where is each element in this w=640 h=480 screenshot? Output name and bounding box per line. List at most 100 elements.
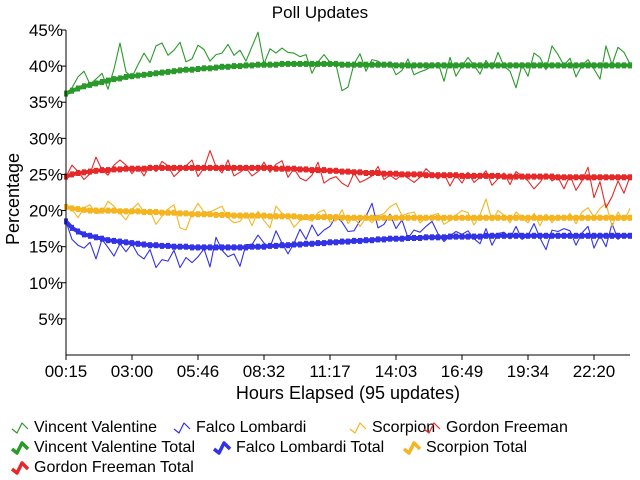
series-line-vincent-valentine: [65, 31, 631, 94]
data-point: [454, 62, 458, 69]
data-point: [280, 60, 284, 67]
data-point: [250, 62, 254, 69]
data-point: [418, 214, 422, 221]
legend-swatch-icon: [11, 422, 29, 434]
data-point: [250, 212, 254, 219]
data-point: [370, 214, 374, 221]
data-point: [610, 232, 614, 239]
data-point: [202, 211, 206, 218]
data-point: [436, 172, 440, 179]
series-line-gordon-freeman: [65, 150, 631, 209]
data-point: [172, 68, 176, 75]
data-point: [568, 62, 572, 69]
data-point: [538, 232, 542, 239]
data-point: [124, 165, 128, 172]
data-point: [454, 233, 458, 240]
x-tick-label: 03:00: [111, 362, 154, 381]
data-point: [166, 164, 170, 171]
data-point: [388, 61, 392, 68]
data-point: [502, 62, 506, 69]
data-point: [412, 171, 416, 178]
data-point: [304, 214, 308, 221]
data-point: [202, 244, 206, 251]
data-point: [334, 214, 338, 221]
data-point: [502, 173, 506, 180]
data-point: [550, 232, 554, 239]
data-point: [388, 235, 392, 242]
data-point: [160, 164, 164, 171]
data-point: [628, 232, 632, 239]
data-point: [562, 214, 566, 221]
data-point: [352, 169, 356, 176]
data-point: [118, 238, 122, 245]
data-point: [376, 61, 380, 68]
data-point: [238, 244, 242, 251]
data-point: [532, 173, 536, 180]
data-point: [178, 164, 182, 171]
data-point: [412, 235, 416, 241]
data-point: [370, 170, 374, 176]
data-point: [454, 172, 458, 179]
data-point: [70, 87, 74, 94]
legend-item-vincent-valentine: Vincent Valentine: [10, 418, 157, 438]
data-point: [424, 214, 428, 221]
data-point: [592, 232, 596, 239]
data-point: [478, 172, 482, 179]
data-point: [304, 240, 308, 247]
data-point: [244, 62, 248, 69]
y-tick-label: 35%: [29, 93, 63, 112]
data-point: [472, 233, 476, 240]
data-point: [226, 211, 230, 218]
data-point: [328, 167, 332, 174]
data-point: [316, 60, 320, 67]
data-point: [82, 169, 86, 176]
data-point: [496, 214, 500, 221]
data-point: [352, 237, 356, 244]
data-point: [484, 214, 488, 221]
data-point: [406, 62, 410, 69]
data-point: [586, 174, 590, 181]
data-point: [298, 214, 302, 221]
data-point: [430, 62, 434, 69]
data-point: [238, 164, 242, 171]
data-point: [526, 173, 530, 180]
data-point: [124, 73, 128, 80]
data-point: [442, 62, 446, 69]
data-point: [118, 208, 122, 215]
data-point: [424, 234, 428, 241]
data-point: [466, 233, 470, 240]
data-point: [166, 68, 170, 75]
data-point: [310, 214, 314, 221]
data-point: [544, 62, 548, 69]
y-tick-label: 45%: [29, 21, 63, 40]
data-point: [490, 62, 494, 69]
data-point: [88, 232, 92, 239]
data-point: [448, 214, 452, 221]
legend-swatch-icon: [349, 422, 367, 434]
data-point: [136, 240, 140, 247]
legend-label: Gordon Freeman Total: [34, 459, 194, 476]
data-point: [604, 174, 608, 181]
data-point: [112, 237, 116, 244]
data-point: [154, 209, 158, 215]
data-point: [496, 232, 500, 239]
data-point: [262, 61, 266, 68]
data-point: [250, 164, 254, 171]
data-point: [190, 244, 194, 251]
data-point: [574, 174, 578, 181]
y-tick-label: 25%: [29, 165, 63, 184]
data-point: [232, 164, 236, 171]
data-point: [580, 232, 584, 239]
data-point: [100, 207, 104, 214]
data-point: [442, 234, 446, 241]
data-point: [406, 171, 410, 178]
data-point: [352, 61, 356, 68]
data-point: [280, 165, 284, 172]
data-point: [304, 166, 308, 173]
data-point: [442, 172, 446, 179]
data-point: [364, 170, 368, 176]
data-point: [436, 62, 440, 69]
data-point: [394, 214, 398, 221]
data-point: [562, 174, 566, 181]
y-tick-label: 15%: [29, 238, 63, 257]
